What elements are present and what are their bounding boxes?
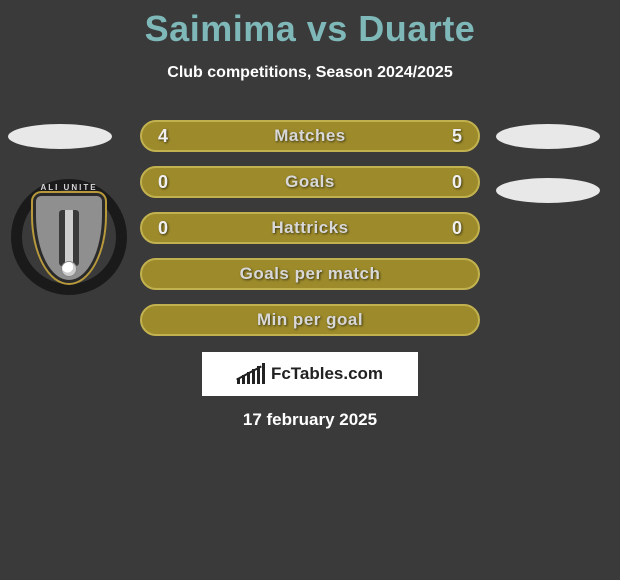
page-title: Saimima vs Duarte: [0, 0, 620, 50]
row-goals-per-match: Goals per match: [140, 258, 480, 290]
club-left-crest: ALI UNITE: [11, 179, 127, 295]
player-right-placeholder: [496, 124, 600, 149]
hattricks-right: 0: [434, 218, 462, 239]
row-min-per-goal: Min per goal: [140, 304, 480, 336]
hattricks-left: 0: [158, 218, 186, 239]
date-text: 17 february 2025: [0, 410, 620, 430]
logo-text: FcTables.com: [271, 364, 383, 384]
matches-left: 4: [158, 126, 186, 147]
soccer-ball-icon: [61, 261, 77, 277]
crest-text: ALI UNITE: [11, 183, 127, 192]
row-goals: 0 Goals 0: [140, 166, 480, 198]
fctables-logo: FcTables.com: [202, 352, 418, 396]
row-hattricks: 0 Hattricks 0: [140, 212, 480, 244]
player-left-placeholder: [8, 124, 112, 149]
logo-bars-icon: [237, 364, 265, 384]
subtitle: Club competitions, Season 2024/2025: [0, 64, 620, 82]
row-matches: 4 Matches 5: [140, 120, 480, 152]
goals-left: 0: [158, 172, 186, 193]
club-right-placeholder: [496, 178, 600, 203]
mpg-label: Min per goal: [158, 310, 462, 330]
goals-label: Goals: [186, 172, 434, 192]
goals-right: 0: [434, 172, 462, 193]
matches-right: 5: [434, 126, 462, 147]
matches-label: Matches: [186, 126, 434, 146]
gpm-label: Goals per match: [158, 264, 462, 284]
hattricks-label: Hattricks: [186, 218, 434, 238]
stats-rows: 4 Matches 5 0 Goals 0 0 Hattricks 0 Goal…: [140, 120, 480, 350]
